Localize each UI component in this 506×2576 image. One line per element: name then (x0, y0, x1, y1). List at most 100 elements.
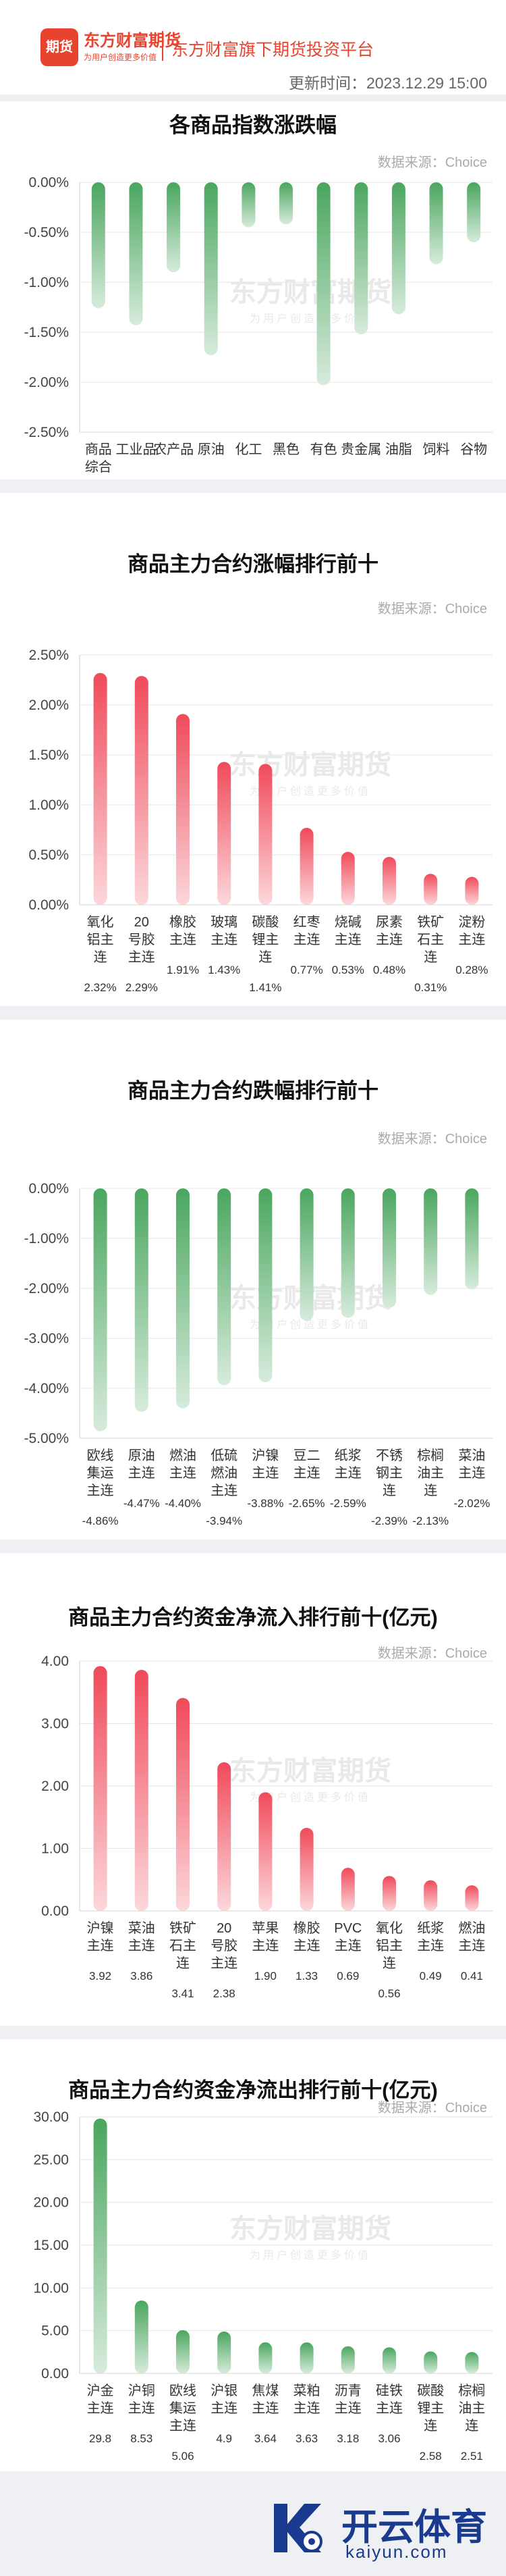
bar (176, 2330, 190, 2373)
x-category-label: 沪镍主连 (87, 1920, 114, 1953)
x-category-label: 碳酸锂主连 (417, 2383, 444, 2434)
bar (258, 1792, 273, 1911)
bar-value-label: 0.69 (337, 1970, 359, 1982)
bar (91, 182, 105, 309)
bar (217, 1762, 231, 1911)
bar-value-label: 0.49 (420, 1970, 442, 1982)
data-source-label: 数据来源：Choice (377, 2101, 487, 2115)
futures-logo: 期货 (40, 28, 78, 66)
bar (204, 182, 218, 356)
x-category-label: 棕榈油主连 (417, 1448, 444, 1498)
bar (258, 2342, 273, 2373)
x-category-label: 沪铜主连 (128, 2383, 155, 2416)
footer-logo: 开云体育 kaiyun.com (267, 2485, 490, 2566)
x-category-label: 沪镍主连 (252, 1448, 279, 1481)
bar (93, 1666, 107, 1911)
bar-value-label: 0.77% (290, 964, 322, 976)
bar (134, 2300, 148, 2373)
bar (176, 1698, 190, 1911)
x-category-label: 农产品 (153, 442, 194, 457)
y-tick-label: 20.00 (33, 2195, 69, 2211)
bar-value-label: 0.31% (414, 981, 447, 994)
x-category-label: 饲料 (423, 442, 450, 457)
bar (300, 1188, 314, 1321)
y-tick-label: -0.50% (24, 225, 69, 240)
data-source-label: 数据来源：Choice (377, 602, 487, 616)
x-category-label: 欧线集运主连 (169, 2383, 196, 2434)
bar (341, 851, 355, 905)
bar (465, 876, 479, 905)
bar (134, 1188, 148, 1412)
x-category-label: 菜油主连 (128, 1920, 155, 1953)
chart-title: 各商品指数涨跌幅 (169, 113, 337, 137)
bar (176, 714, 190, 905)
bar (341, 1188, 355, 1318)
bar (391, 182, 405, 315)
bar (300, 1827, 314, 1911)
y-tick-label: -2.00% (24, 375, 69, 390)
bar-value-label: 29.8 (89, 2432, 111, 2445)
brand-slogan: 为用户创造更多价值 (84, 53, 157, 62)
bar (465, 2352, 479, 2373)
bar (93, 2118, 107, 2373)
x-category-label: 工业品 (115, 442, 156, 457)
bar-value-label: 1.41% (249, 981, 281, 994)
y-tick-label: 10.00 (33, 2280, 69, 2296)
bar (424, 874, 438, 905)
y-tick-label: -1.00% (24, 1231, 69, 1246)
brand-mark-icon (274, 2504, 322, 2552)
y-tick-label: -5.00% (24, 1431, 69, 1446)
y-tick-label: 0.00 (41, 1903, 69, 1919)
x-category-label: 燃油主连 (458, 1920, 485, 1953)
x-category-label: 玻璃主连 (210, 914, 237, 947)
bar-value-label: 2.32% (84, 981, 116, 994)
y-tick-label: 5.00 (41, 2323, 69, 2339)
bar-chart: 0.00%-0.50%-1.00%-1.50%-2.00%-2.50%商品综合-… (24, 175, 493, 475)
chart-card-1: 各商品指数涨跌幅 数据来源：Choice 东方财富期货 为用户创造更多价值 0.00% -… (0, 101, 506, 479)
bar-value-label: 2.51 (461, 2450, 483, 2463)
bar-value-label: -2.13% (412, 1515, 449, 1527)
x-category-label: 沥青主连 (335, 2383, 362, 2416)
chart-title: 商品主力合约资金净流入排行前十(亿元) (68, 1606, 438, 1629)
chart-card-2: 商品主力合约涨幅排行前十 数据来源：Choice 东方财富期货 为用户创造更多价值 0.… (0, 493, 506, 1006)
bar-value-label: -2.59% (330, 1497, 366, 1510)
x-category-label: 硅铁主连 (376, 2383, 403, 2416)
bar-value-label: -3.94% (206, 1515, 242, 1527)
x-category-label: 纸浆主连 (417, 1920, 444, 1953)
platform-title: 东方财富旗下期货投资平台 (171, 41, 374, 59)
y-tick-label: 4.00 (41, 1654, 69, 1669)
y-tick-label: 0.50% (28, 847, 69, 863)
y-tick-label: -2.50% (24, 425, 69, 440)
bar (279, 182, 293, 225)
bar (217, 2331, 231, 2373)
bar-value-label: 0.41 (461, 1970, 483, 1982)
y-tick-label: -3.00% (24, 1331, 69, 1346)
bar-value-label: -4.86% (82, 1515, 119, 1527)
bar (424, 1880, 438, 1911)
bar-value-label: -4.47% (123, 1497, 160, 1510)
bar-value-label: 1.90 (254, 1970, 277, 1982)
y-tick-label: 0.00 (41, 2366, 69, 2382)
footer-brand-name: 开云体育 (341, 2507, 487, 2548)
bar-value-label: -2.39% (371, 1515, 407, 1527)
x-category-label: 有色 (310, 442, 337, 457)
bar (93, 673, 107, 905)
bar-chart: 0.00 5.00 10.00 15.00 20.00 25.00 30.00 沪金主连 29.… (33, 2109, 493, 2463)
x-category-label: 不锈钢主连 (376, 1448, 403, 1498)
x-category-label: 豆二主连 (293, 1448, 320, 1481)
y-tick-label: -1.50% (24, 325, 69, 340)
x-category-label: 20 号胶主连 (210, 1921, 237, 1971)
brand-name: 东方财富期货 (84, 32, 181, 50)
bar-value-label: 3.18 (337, 2432, 359, 2445)
update-time: 更新时间：2023.12.29 15:00 (288, 74, 487, 92)
bar (300, 828, 314, 905)
bar (242, 182, 256, 228)
bar-chart: 0.00% 0.50% 1.00% 1.50% 2.00% 2.50% 氧化铝主连 2.32%… (28, 648, 493, 994)
bar (300, 2342, 314, 2373)
bar (341, 2346, 355, 2373)
y-tick-label: 1.50% (28, 747, 69, 763)
bar (316, 182, 331, 386)
bar (341, 1868, 355, 1911)
bar (383, 2347, 396, 2373)
data-source-label: 数据来源：Choice (377, 1646, 487, 1661)
